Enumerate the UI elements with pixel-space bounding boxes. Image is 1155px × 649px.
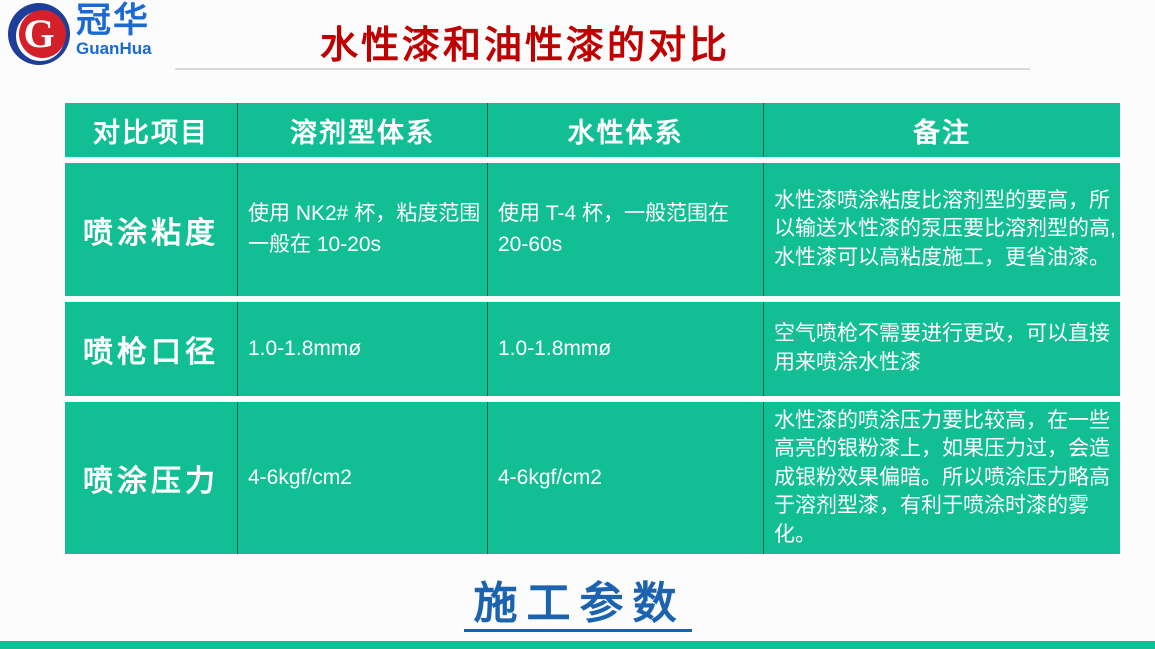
cell-pressure-note: 水性漆的喷涂压力要比较高，在一些高亮的银粉漆上，如果压力过，会造成银粉效果偏暗。… — [763, 402, 1120, 554]
row-item-nozzle: 喷枪口径 — [65, 302, 237, 396]
page-title: 水性漆和油性漆的对比 — [320, 25, 731, 67]
company-logo: G 冠华 GuanHua — [8, 1, 152, 65]
cell-nozzle-water: 1.0-1.8mmø — [487, 302, 763, 396]
row-item-viscosity: 喷涂粘度 — [65, 163, 237, 296]
bottom-accent-bar — [0, 641, 1155, 649]
cell-viscosity-water: 使用 T-4 杯，一般范围在 20-60s — [487, 163, 763, 296]
col-header-note: 备注 — [763, 103, 1120, 157]
cell-nozzle-note: 空气喷枪不需要进行更改，可以直接用来喷涂水性漆 — [763, 302, 1120, 396]
cell-pressure-solvent: 4-6kgf/cm2 — [237, 402, 487, 554]
cell-viscosity-note: 水性漆喷涂粘度比溶剂型的要高，所以输送水性漆的泵压要比溶剂型的高,水性漆可以高粘… — [763, 163, 1120, 296]
row-item-pressure: 喷涂压力 — [65, 402, 237, 554]
brand-name-cn: 冠华 — [76, 1, 151, 40]
logo-g-letter: G — [23, 11, 55, 56]
brand-name-en: GuanHua — [76, 38, 152, 58]
col-header-water: 水性体系 — [487, 103, 763, 157]
comparison-table: 对比项目 溶剂型体系 水性体系 备注 喷涂粘度 使用 NK2# 杯，粘度范围一般… — [65, 103, 1120, 554]
logo-badge-icon: G — [8, 3, 70, 65]
logo-red-core — [19, 10, 66, 58]
title-divider — [175, 68, 1030, 70]
cell-viscosity-solvent: 使用 NK2# 杯，粘度范围一般在 10-20s — [237, 163, 487, 296]
logo-text: 冠华 GuanHua — [76, 1, 152, 58]
col-header-solvent: 溶剂型体系 — [237, 103, 487, 157]
cell-nozzle-solvent: 1.0-1.8mmø — [237, 302, 487, 396]
cell-pressure-water: 4-6kgf/cm2 — [487, 402, 763, 554]
col-header-item: 对比项目 — [65, 103, 237, 157]
construction-params-link[interactable]: 施工参数 — [463, 582, 692, 632]
footer: 施工参数 — [0, 582, 1155, 632]
